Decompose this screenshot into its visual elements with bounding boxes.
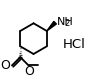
Text: 2: 2 <box>64 19 69 28</box>
Text: NH: NH <box>56 17 73 27</box>
Text: HCl: HCl <box>63 38 86 51</box>
Text: O: O <box>24 64 34 78</box>
Polygon shape <box>47 21 56 31</box>
Text: O: O <box>0 59 10 72</box>
